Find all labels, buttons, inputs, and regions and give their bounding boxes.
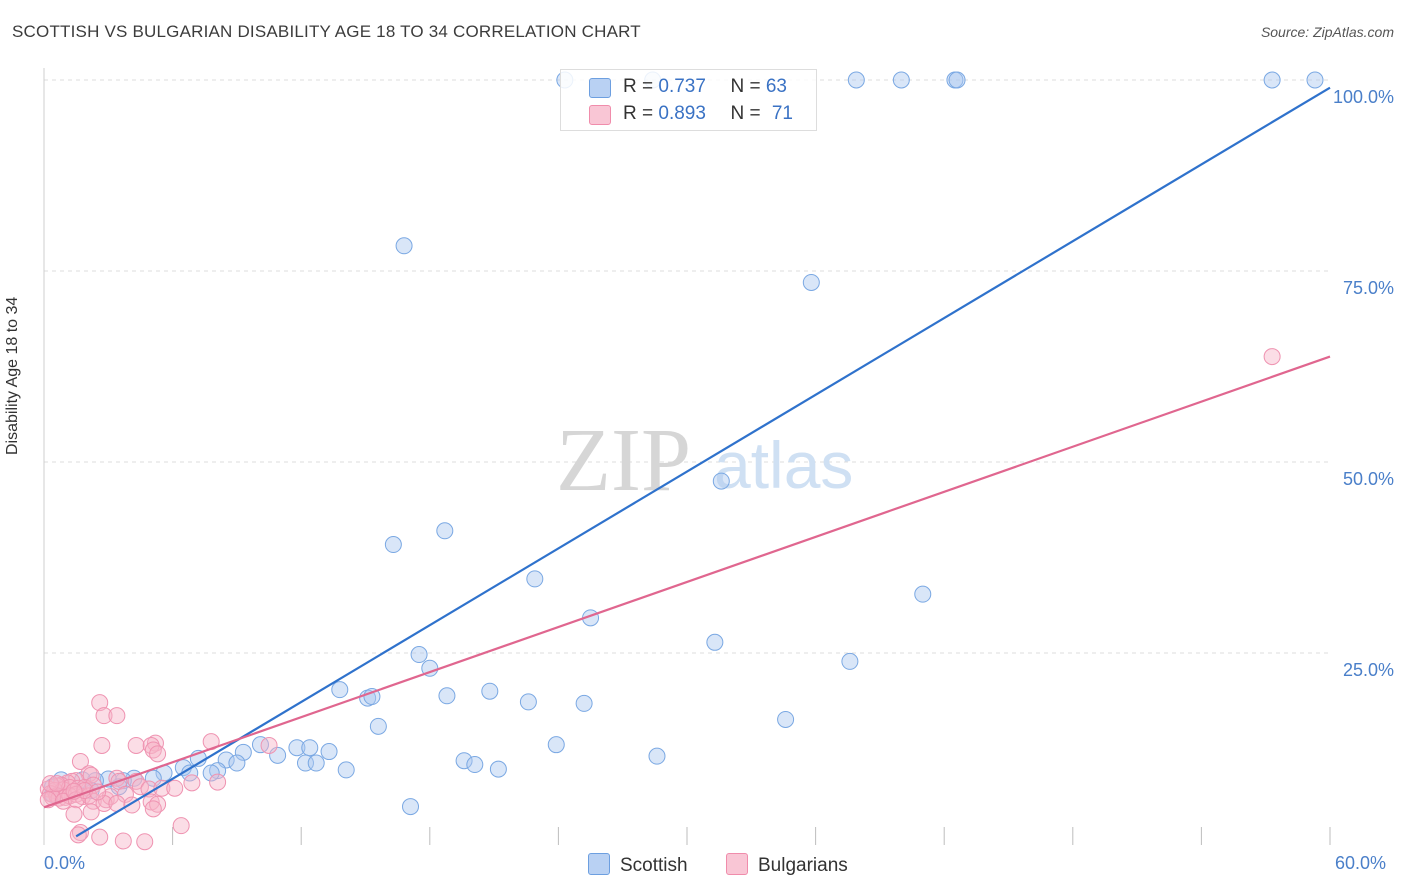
legend-scottish-r-label: R = [623, 76, 659, 97]
scottish-point [481, 682, 499, 700]
scottish-point [455, 752, 473, 770]
scottish-point [395, 237, 413, 255]
scottish-point [914, 585, 932, 603]
x-tick-max: 60.0% [1335, 853, 1387, 873]
y-axis-label: Disability Age 18 to 34 [4, 296, 21, 455]
bulgarian-point [114, 832, 132, 850]
bottom-bulgarian-swatch [726, 853, 748, 875]
bulgarian-point [136, 833, 154, 851]
watermark-atlas: atlas [714, 428, 853, 502]
scottish-point [706, 633, 724, 651]
y-tick-100: 100.0% [1332, 87, 1394, 107]
legend-bulgarian-n-label: N = [730, 103, 766, 124]
bulgarian-point [144, 800, 162, 818]
scottish-point [288, 739, 306, 757]
scottish-point [892, 71, 910, 89]
scottish-point [402, 798, 420, 816]
bulgarian-point [149, 745, 167, 763]
bulgarian-point [82, 803, 100, 821]
scottish-point [269, 746, 287, 764]
scottish-point [575, 694, 593, 712]
legend: R = 0.737 N = 63 R = 0.893 N = 71 [560, 69, 817, 131]
bulgarian-point [65, 805, 83, 823]
bulgarian-point [142, 793, 160, 811]
bulgarian-point [41, 775, 59, 793]
bulgarian-point [153, 779, 171, 797]
scottish-point [320, 743, 338, 761]
bulgarian-point [101, 788, 119, 806]
bulgarian-point [260, 736, 278, 754]
scottish-point [466, 756, 484, 774]
scottish-point [489, 760, 507, 778]
bottom-bulgarian-label: Bulgarians [758, 855, 848, 876]
scottish-point [202, 764, 220, 782]
legend-bulgarian-n-value: 71 [771, 103, 793, 124]
legend-scottish-n-value: 63 [765, 76, 787, 97]
scottish-point [251, 736, 269, 754]
bottom-scottish-swatch [588, 853, 610, 875]
scottish-point [438, 687, 456, 705]
bulgarian-point [127, 736, 145, 754]
bulgarian-point [1263, 348, 1281, 366]
bulgarian-point [95, 707, 113, 725]
scottish-point [547, 736, 565, 754]
legend-scottish-n-label: N = [730, 76, 766, 97]
legend-bulgarian-r-label: R = [623, 103, 659, 124]
scottish-point [228, 754, 246, 772]
bulgarian-point [142, 736, 160, 754]
scottish-trend-line [75, 86, 1331, 838]
y-tick-50: 50.0% [1342, 469, 1394, 489]
watermark-zip: ZIP [556, 411, 691, 510]
scottish-point [363, 688, 381, 706]
legend-bulgarian-r-value: 0.893 [658, 103, 706, 124]
scottish-point [526, 570, 544, 588]
bulgarian-point [48, 775, 66, 793]
bulgarian-point [116, 785, 134, 803]
bulgarian-point [93, 736, 111, 754]
scottish-point [1263, 71, 1281, 89]
bulgarian-point [108, 707, 126, 725]
y-tick-75: 75.0% [1342, 278, 1394, 298]
scottish-point [1306, 71, 1324, 89]
scottish-point [841, 652, 859, 670]
scottish-point [234, 743, 252, 761]
bottom-scottish-label: Scottish [620, 855, 688, 876]
scottish-point [519, 693, 537, 711]
scottish-point [337, 761, 355, 779]
x-tick-min: 0.0% [44, 853, 86, 873]
scottish-swatch [589, 78, 611, 98]
source-label: Source: ZipAtlas.com [1260, 24, 1394, 40]
scottish-point [847, 71, 865, 89]
y-tick-25: 25.0% [1342, 660, 1394, 680]
scottish-point [307, 754, 325, 772]
bulgarian-point [71, 752, 89, 770]
scottish-point [648, 747, 666, 765]
scottish-point [331, 681, 349, 699]
legend-scottish-r-value: 0.737 [658, 76, 706, 97]
bulgarian-point [166, 779, 184, 797]
bulgarian-point [91, 828, 109, 846]
scottish-point [712, 472, 730, 490]
bulgarian-point [209, 773, 227, 791]
bottom-legend-scottish: Scottish [588, 853, 688, 877]
scottish-point [802, 273, 820, 291]
bulgarian-trend-line [43, 355, 1331, 809]
scottish-point [777, 710, 795, 728]
bottom-legend-bulgarians: Bulgarians [726, 853, 848, 877]
scottish-point [948, 71, 966, 89]
scottish-point [144, 769, 162, 787]
bulgarian-point [183, 774, 201, 792]
bulgarian-swatch [589, 105, 611, 125]
bulgarian-point [91, 694, 109, 712]
scottish-point [436, 522, 454, 540]
bulgarian-point [172, 817, 190, 835]
scottish-point [384, 536, 402, 554]
chart-title: SCOTTISH VS BULGARIAN DISABILITY AGE 18 … [12, 22, 641, 41]
scottish-point [410, 646, 428, 664]
scottish-point [369, 717, 387, 735]
scottish-point [301, 739, 319, 757]
